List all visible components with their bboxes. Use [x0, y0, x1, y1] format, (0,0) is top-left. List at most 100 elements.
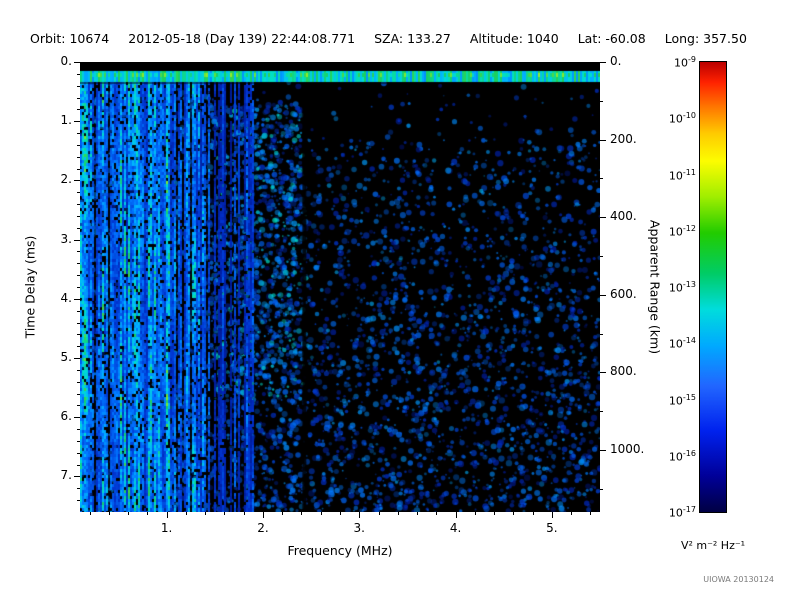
y-minor-tick: [77, 192, 80, 194]
y2-tick-label: 1000.: [610, 441, 645, 456]
y2-major-tick: [600, 372, 606, 374]
header-long: Long: 357.50: [664, 31, 747, 46]
y-tick-label: 1.: [60, 113, 72, 128]
y-minor-tick: [77, 405, 80, 407]
x-tick-label: 4.: [449, 521, 462, 535]
header: Orbit: 10674 2012-05-18 (Day 139) 22:44:…: [30, 31, 778, 46]
y-minor-tick: [77, 156, 80, 158]
y2-minor-tick: [600, 488, 603, 490]
colorbar-tick-label: 10-16: [668, 448, 696, 464]
x-minor-tick: [89, 512, 91, 515]
x-minor-tick: [108, 512, 110, 515]
y-minor-tick: [77, 251, 80, 253]
x-minor-tick: [474, 512, 476, 515]
y-minor-tick: [77, 204, 80, 206]
y-minor-tick: [77, 168, 80, 170]
x-minor-tick: [532, 512, 534, 515]
y2-major-tick: [600, 139, 606, 141]
y-minor-tick: [77, 144, 80, 146]
colorbar-tick-label: 10-13: [668, 280, 696, 295]
x-tick-label: 3.: [353, 521, 365, 535]
x-minor-tick: [494, 512, 496, 515]
y-minor-tick: [77, 488, 80, 490]
y-axis-title: Time Delay (ms): [22, 235, 38, 339]
y-major-tick: [74, 62, 80, 63]
y-major-tick: [74, 180, 80, 182]
y-minor-tick: [77, 310, 80, 312]
y-major-tick: [74, 417, 80, 419]
y-minor-tick: [77, 334, 80, 336]
y-tick-label: 3.: [60, 231, 72, 246]
y-minor-tick: [77, 369, 80, 371]
x-tick-label: 2.: [257, 521, 269, 535]
y-tick-label: 0.: [60, 54, 72, 68]
x-minor-tick: [320, 512, 322, 515]
y-major-tick: [74, 121, 80, 123]
header-sza: SZA: 133.27: [374, 31, 451, 46]
x-axis-title: Frequency (MHz): [287, 543, 393, 558]
y-major-tick: [74, 476, 80, 478]
x-major-tick: [551, 512, 553, 518]
x-minor-tick: [378, 512, 380, 515]
x-minor-tick: [397, 512, 399, 515]
x-minor-tick: [590, 512, 592, 515]
y2-major-tick: [600, 62, 606, 63]
y2-minor-tick: [600, 178, 603, 180]
x-tick-label: 1.: [160, 521, 173, 535]
y2-major-tick: [600, 217, 606, 219]
y-minor-tick: [77, 85, 80, 87]
x-major-tick: [262, 512, 264, 518]
y-tick-label: 6.: [60, 409, 72, 424]
y2-tick-label: 800.: [610, 364, 637, 379]
y-minor-tick: [77, 263, 80, 265]
y-minor-tick: [77, 215, 80, 217]
y2-minor-tick: [600, 411, 603, 413]
colorbar-tick-label: 10-10: [668, 111, 696, 126]
colorbar-tick-label: 10-15: [668, 392, 696, 408]
x-minor-tick: [185, 512, 187, 515]
y-minor-tick: [77, 287, 80, 288]
header-altitude: Altitude: 1040: [469, 31, 559, 46]
y-minor-tick: [77, 393, 80, 395]
y-minor-tick: [77, 500, 80, 502]
y2-tick-label: 0.: [610, 54, 622, 68]
y-major-tick: [74, 358, 80, 360]
colorbar-tick-label: 10-11: [668, 167, 696, 183]
y2-tick-label: 600.: [610, 286, 637, 301]
x-major-tick: [166, 512, 168, 518]
watermark: UIOWA 20130124: [703, 575, 774, 584]
y-minor-tick: [77, 97, 80, 99]
y-minor-tick: [77, 440, 80, 442]
y-minor-tick: [77, 133, 80, 135]
x-minor-tick: [224, 512, 226, 515]
y-minor-tick: [77, 275, 80, 277]
y2-major-tick: [600, 294, 606, 296]
y-minor-tick: [77, 429, 80, 431]
y2-minor-tick: [600, 333, 603, 335]
y2-minor-tick: [600, 100, 603, 102]
colorbar-tick-label: 10-17: [668, 505, 696, 520]
colorbar-unit-label: V² m⁻² Hz⁻¹: [680, 539, 746, 552]
header-datetime: 2012-05-18 (Day 139) 22:44:08.771: [128, 31, 356, 46]
spectrogram-canvas: [80, 62, 600, 512]
x-minor-tick: [205, 512, 207, 515]
colorbar-canvas: [699, 61, 727, 513]
y2-tick-label: 200.: [610, 131, 637, 146]
y2-tick-label: 400.: [610, 209, 637, 224]
x-minor-tick: [340, 512, 341, 515]
x-minor-tick: [436, 512, 438, 515]
y-minor-tick: [77, 322, 80, 324]
x-minor-tick: [513, 512, 515, 515]
y2-major-tick: [600, 449, 606, 451]
x-minor-tick: [282, 512, 284, 515]
colorbar-tick-label: 10-9: [674, 55, 696, 70]
y-major-tick: [74, 298, 80, 300]
x-minor-tick: [243, 512, 245, 515]
x-minor-tick: [128, 512, 130, 515]
colorbar-tick-label: 10-14: [668, 336, 696, 351]
y-minor-tick: [77, 73, 80, 75]
x-minor-tick: [301, 512, 303, 515]
x-minor-tick: [147, 512, 149, 515]
y-minor-tick: [77, 464, 80, 466]
